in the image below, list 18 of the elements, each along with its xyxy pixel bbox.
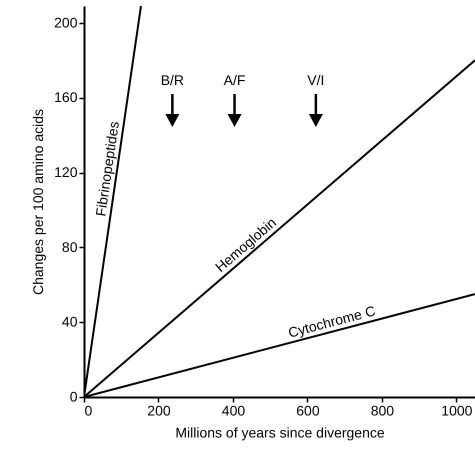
y-axis-title: Changes per 100 amino acids — [30, 108, 46, 296]
x-tick-label: 200 — [147, 402, 171, 418]
annotation: B/R — [160, 72, 184, 88]
y-tick-label: 120 — [54, 164, 78, 180]
annotation: V/I — [307, 72, 324, 88]
y-tick-label: 0 — [70, 388, 78, 404]
x-tick-label: 0 — [84, 402, 92, 418]
y-tick-label: 80 — [62, 238, 78, 255]
x-axis-title: Millions of years since divergence — [175, 424, 385, 440]
x-tick-label: 400 — [222, 402, 246, 418]
x-tick-label: 600 — [296, 402, 320, 418]
y-tick-label: 200 — [54, 14, 78, 30]
text: Fibrinopeptides — [92, 120, 122, 218]
y-tick-label: 40 — [62, 314, 78, 330]
y-tick-label: 160 — [54, 89, 78, 106]
x-tick-label: 800 — [370, 402, 394, 418]
x-tick-label: 1000 — [441, 402, 473, 418]
annotation: A/F — [224, 72, 246, 88]
